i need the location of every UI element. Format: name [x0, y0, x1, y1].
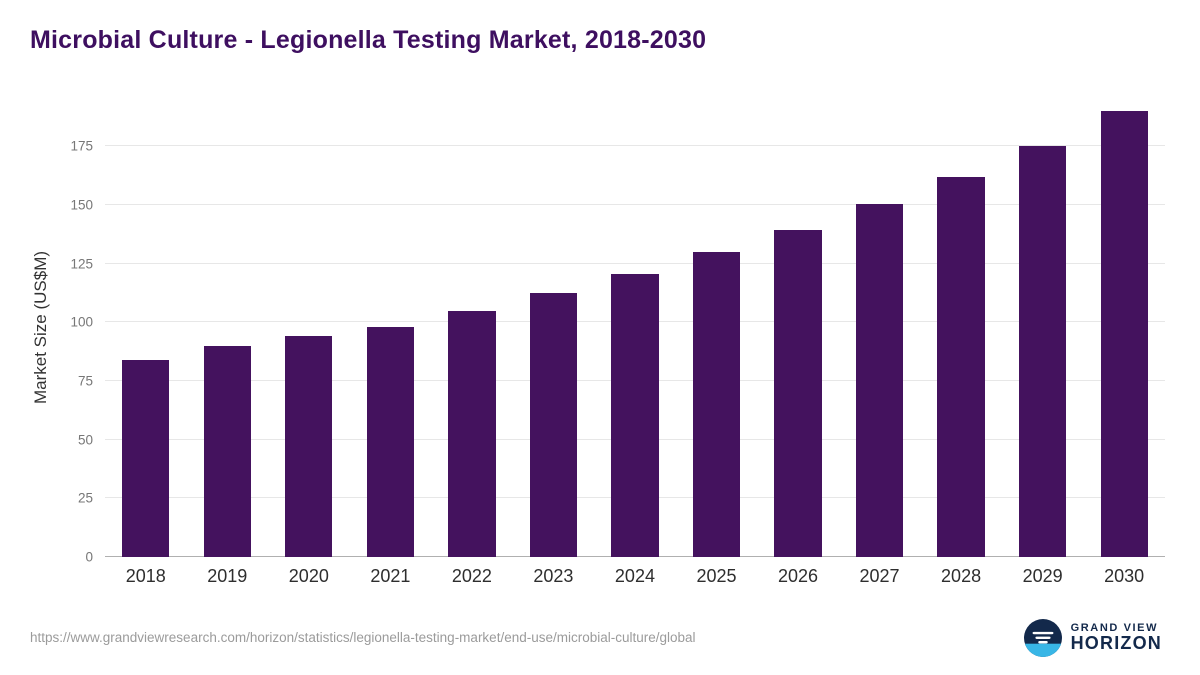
bar-slot-2021: [350, 97, 432, 557]
source-url: https://www.grandviewresearch.com/horizo…: [30, 630, 696, 645]
gridline-150: [105, 203, 1165, 205]
y-tick-label-0: 0: [85, 549, 93, 565]
bar-slot-2019: [187, 97, 269, 557]
bar-2018: [122, 359, 170, 557]
bar-slot-2025: [676, 97, 758, 557]
bar-slot-2030: [1083, 97, 1165, 557]
bar-2027: [855, 203, 904, 557]
y-tick-label-50: 50: [77, 432, 93, 448]
x-tick-label-2024: 2024: [614, 566, 655, 586]
y-tick-label-175: 175: [70, 138, 93, 154]
x-tick-label-2028: 2028: [941, 566, 982, 586]
bar-2021: [366, 327, 414, 557]
y-tick-label-150: 150: [70, 197, 93, 213]
gridline-125: [105, 262, 1165, 264]
bar-slot-2024: [594, 97, 676, 557]
x-tick-label-2025: 2025: [696, 566, 737, 586]
bar-2023: [529, 292, 578, 557]
bar-2019: [203, 345, 251, 557]
x-tick-label-2029: 2029: [1022, 566, 1063, 586]
bar-2020: [285, 336, 333, 557]
bar-slot-2023: [513, 97, 595, 557]
gridline-175: [105, 145, 1165, 147]
y-axis-title: Market Size (US$M): [31, 250, 50, 404]
bar-slot-2022: [431, 97, 513, 557]
bar-slot-2018: [105, 97, 187, 557]
bars: [105, 97, 1165, 557]
logo-text-top: GRAND VIEW: [1070, 622, 1159, 635]
brand-logo: GRAND VIEW HORIZON: [1023, 619, 1162, 657]
logo-text: GRAND VIEW HORIZON: [1071, 622, 1162, 654]
bar-2029: [1018, 146, 1067, 557]
bar-2030: [1100, 111, 1148, 557]
horizon-logo-icon: [1023, 619, 1062, 657]
x-tick-label-2027: 2027: [859, 566, 900, 586]
bar-2025: [692, 251, 741, 557]
bar-2024: [611, 274, 659, 557]
x-axis-labels: 2018 2019 2020 2021 2022 2023 2024 2025 2026 2027…: [105, 566, 1165, 587]
bar-slot-2020: [268, 97, 350, 557]
y-tick-label-75: 75: [77, 373, 93, 389]
bar-slot-2027: [839, 97, 921, 557]
bar-2022: [448, 310, 496, 557]
bar-slot-2029: [1002, 97, 1084, 557]
x-tick-label-2023: 2023: [533, 566, 574, 586]
x-tick-label-2018: 2018: [125, 566, 166, 586]
bar-2028: [937, 176, 985, 557]
x-tick-label-2022: 2022: [451, 566, 492, 586]
plot-area: 0 25 50 75 100 125 150 175: [70, 97, 1165, 565]
y-tick-label-25: 25: [77, 490, 93, 506]
x-tick-label-2019: 2019: [207, 566, 248, 586]
x-tick-label-2021: 2021: [370, 566, 411, 586]
x-tick-label-2030: 2030: [1104, 566, 1145, 586]
y-tick-label-100: 100: [70, 314, 93, 330]
x-tick-label-2020: 2020: [288, 566, 329, 586]
y-tick-label-125: 125: [70, 256, 93, 272]
bar-slot-2028: [920, 97, 1002, 557]
logo-text-bottom: HORIZON: [1070, 633, 1162, 654]
bar-2026: [774, 229, 822, 557]
page-title: Microbial Culture - Legionella Testing M…: [30, 26, 707, 54]
bar-slot-2026: [757, 97, 839, 557]
x-tick-label-2026: 2026: [777, 566, 819, 586]
